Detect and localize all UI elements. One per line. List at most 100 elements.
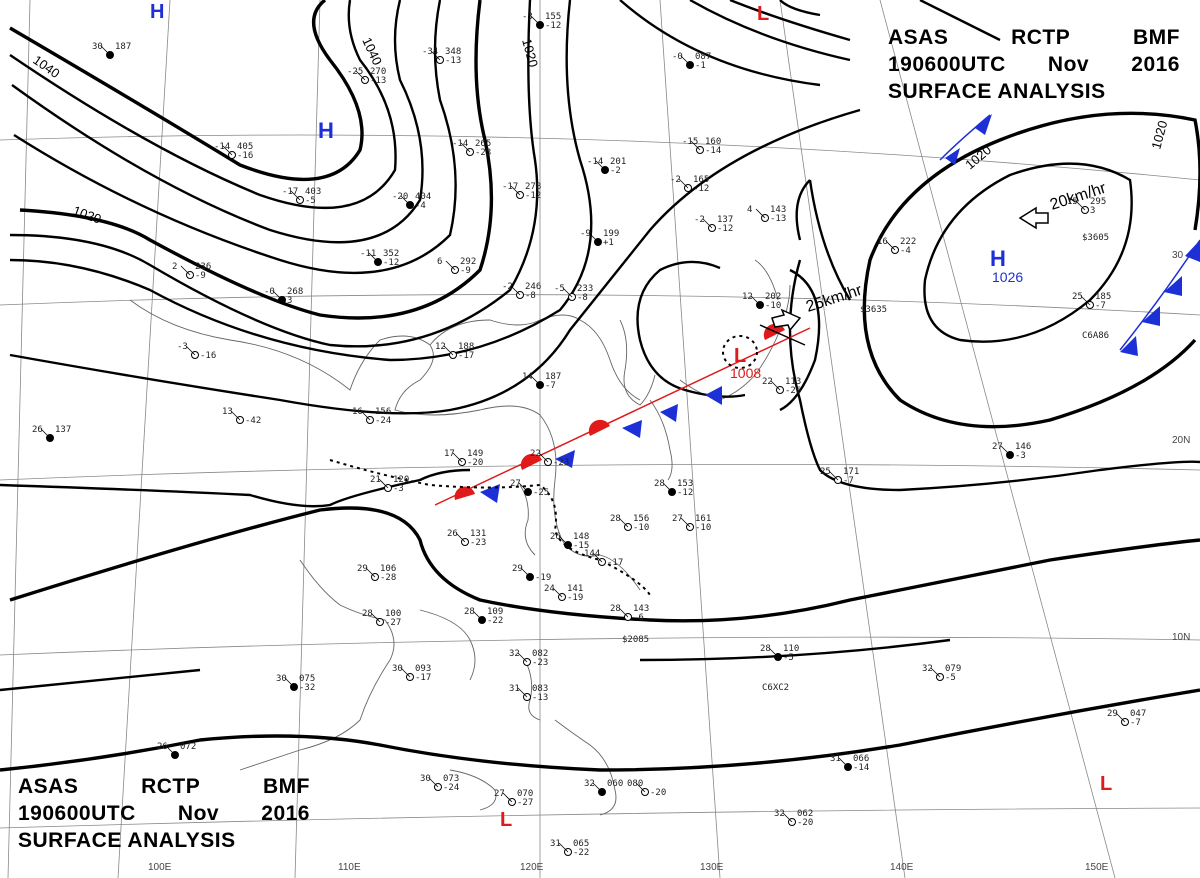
chart-header-bottom: ASAS RCTP BMF 190600UTC Nov 2016 SURFACE… [18, 773, 310, 854]
station-plot: 17 149-20 [444, 449, 483, 468]
station-temperature: -3 [177, 342, 188, 352]
station-pressure: 161 [695, 514, 711, 524]
station-temperature: 26 [447, 529, 458, 539]
station-temperature: 29 [512, 564, 523, 574]
wind-barb [370, 612, 381, 623]
station-pressure: 137 [717, 215, 733, 225]
station-temperature: -0 [672, 52, 683, 62]
wind-barb [750, 295, 761, 306]
wind-barb [530, 375, 541, 386]
station-plot: -9 199+1 [580, 229, 619, 248]
station-tendency: 3 [287, 296, 292, 306]
station-tendency: -23 [475, 148, 491, 158]
station-pressure: 404 [415, 192, 431, 202]
station-pressure: 072 [180, 742, 196, 752]
station-tendency: -6 [633, 613, 644, 623]
header-title: SURFACE ANALYSIS [18, 829, 236, 852]
wind-barb [828, 470, 839, 481]
station-plot: 30 093-17 [392, 664, 431, 683]
wind-barb [562, 287, 573, 298]
station-pressure: 188 [458, 342, 474, 352]
station-pressure: 073 [443, 774, 459, 784]
wind-barb [592, 552, 603, 563]
station-plot: 25 185-7 [1072, 292, 1111, 311]
station-pressure: 141 [567, 584, 583, 594]
high-center-value: 1026 [992, 269, 1023, 285]
station-pressure: 278 [525, 182, 541, 192]
station-plot: 24 141-19 [544, 584, 583, 603]
wind-barb [782, 812, 793, 823]
station-temperature: 32 [584, 779, 595, 789]
station-plots: 30 187-25 270-13-34 348-13-3 155-12-14 405-16… [32, 12, 1146, 858]
header-code: BMF [1133, 26, 1180, 49]
wind-barb [355, 70, 366, 81]
header-month: Nov [177, 802, 220, 825]
station-pressure: 120 [393, 475, 409, 485]
wind-barb [618, 517, 629, 528]
station-temperature: 26 [157, 742, 168, 752]
motion-arrows [759, 206, 1049, 346]
station-tendency: -20 [797, 818, 813, 828]
station-pressure: 149 [467, 449, 483, 459]
station-temperature: 32 [922, 664, 933, 674]
station-temperature: 31 [830, 754, 841, 764]
wind-barb [517, 687, 528, 698]
station-tendency: -4 [900, 246, 911, 256]
station-pressure: 137 [55, 425, 71, 435]
station-pressure: 233 [577, 284, 593, 294]
station-tendency: -2 [610, 166, 621, 176]
wind-barb [502, 792, 513, 803]
header-year: 2016 [1131, 53, 1180, 76]
station-tendency: -13 [532, 693, 548, 703]
station-tendency: -10 [633, 523, 649, 533]
station-temperature: 27 [510, 479, 521, 489]
station-temperature: 32 [774, 809, 785, 819]
station-temperature: -2 [694, 215, 705, 225]
station-temperature: 28 [654, 479, 665, 489]
station-temperature: -14 [587, 157, 603, 167]
station-pressure: 165 [693, 175, 709, 185]
station-plot: -3 155-12 [522, 12, 561, 31]
station-pressure: 405 [237, 142, 253, 152]
station-plot: -5 233-8 [554, 284, 593, 303]
station-tendency: -4 [415, 201, 426, 211]
station-pressure: 265 [475, 139, 491, 149]
station-tendency: -22 [573, 848, 589, 858]
wind-barb [702, 218, 713, 229]
station-tendency: -16 [237, 151, 253, 161]
station-tendency: -20 [650, 788, 666, 798]
lon-label: 100E [148, 862, 172, 873]
station-plot: 28 153-12 [654, 479, 693, 498]
station-tendency: -5 [945, 673, 956, 683]
station-temperature: 28 [610, 514, 621, 524]
station-tendency: -24 [375, 416, 391, 426]
wind-barb [360, 410, 371, 421]
station-plot: -0 087-1 [672, 52, 711, 71]
low-center-symbol: L [757, 3, 769, 25]
station-temperature: 16 [877, 237, 888, 247]
station-temperature: 22 [530, 449, 541, 459]
header-product: ASAS [18, 775, 79, 798]
station-temperature: 29 [1107, 709, 1118, 719]
station-plot: 22 -23 [530, 449, 569, 468]
station-pressure: 082 [532, 649, 548, 659]
wind-barb [1115, 712, 1126, 723]
station-temperature: -0 [264, 287, 275, 297]
wind-barb [635, 782, 646, 793]
station-pressure: 187 [115, 42, 131, 52]
isobar-label: 1020 [519, 37, 541, 69]
station-temperature: 24 [544, 584, 555, 594]
pressure-centers: H H H 1026 L 1008 L L L [150, 1, 1112, 831]
wind-barb [185, 345, 196, 356]
station-temperature: -14 [452, 139, 468, 149]
station-temperature: 13 [222, 407, 233, 417]
station-tendency: -3 [393, 484, 404, 494]
station-plot: 28 156-10 [610, 514, 649, 533]
station-tendency: -19 [535, 573, 551, 583]
high-center-symbol: H [990, 246, 1006, 271]
wind-barb [1000, 445, 1011, 456]
lon-label: 120E [520, 862, 544, 873]
station-tendency: -13 [445, 56, 461, 66]
